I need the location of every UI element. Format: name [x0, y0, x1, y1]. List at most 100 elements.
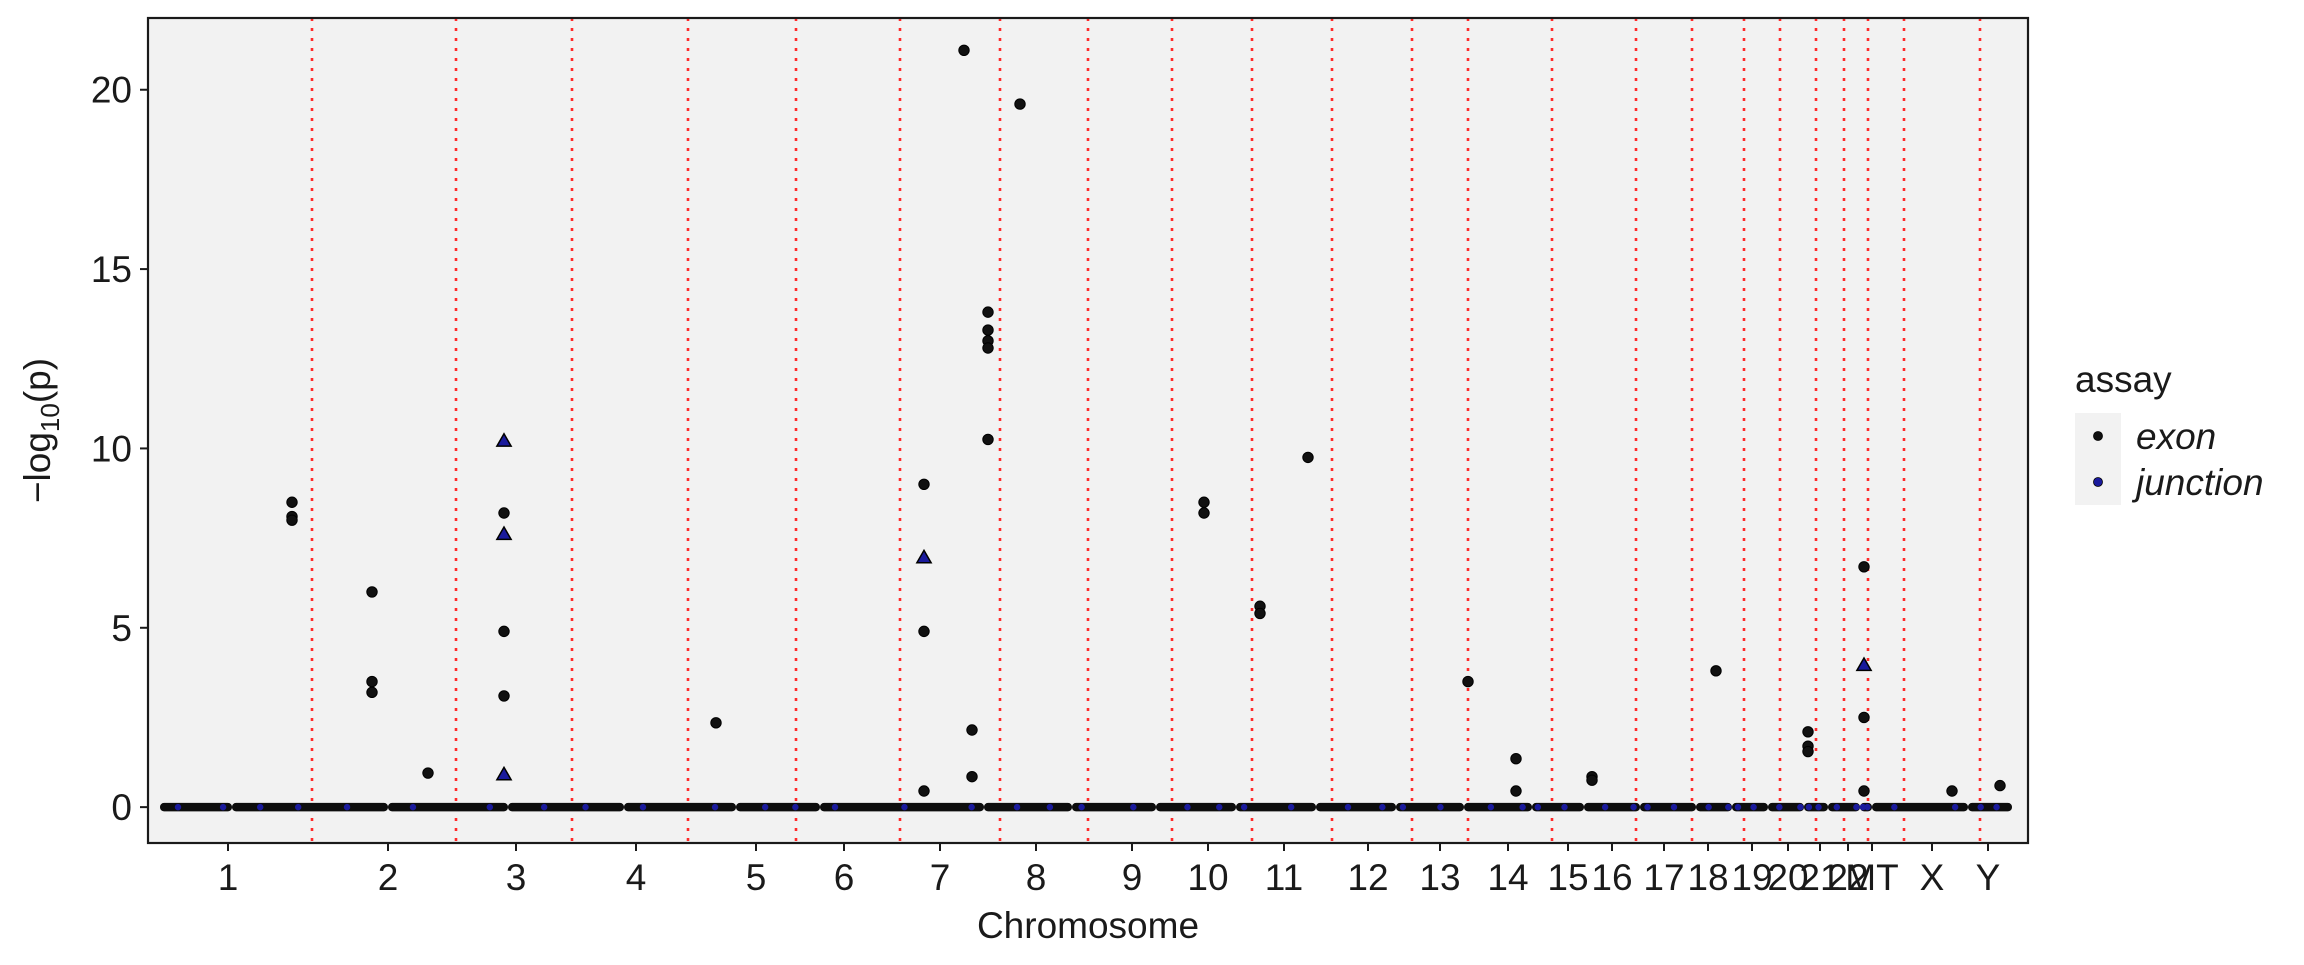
baseline-band-17 [1640, 802, 1696, 812]
y-axis-title-subscript: 10 [35, 403, 65, 432]
baseline-junction-point [409, 803, 417, 811]
baseline-junction-point [1864, 803, 1871, 811]
x-tick-label: 9 [1122, 857, 1143, 898]
baseline-band-Y [1968, 802, 2012, 812]
legend-key-exon [2093, 431, 2103, 441]
exon-point [966, 770, 978, 783]
y-tick-label: 15 [91, 249, 132, 290]
x-tick-label: 2 [378, 857, 399, 898]
baseline-junction-point [1630, 803, 1637, 811]
exon-point [1302, 451, 1314, 464]
baseline-junction-point [1078, 803, 1085, 811]
baseline-junction-point [1399, 803, 1407, 811]
x-tick-label: 7 [930, 857, 951, 898]
x-tick-label: 20 [1767, 857, 1808, 898]
baseline-band-4 [508, 802, 624, 812]
exon-point [1510, 785, 1522, 797]
junction-point [1855, 656, 1873, 672]
data-points [286, 44, 2006, 797]
y-axis-title-suffix: (p) [17, 358, 58, 403]
exon-point [982, 306, 994, 318]
baseline-junction-point [831, 803, 839, 811]
legend-key-junction [2093, 477, 2103, 487]
x-tick-label: 8 [1026, 857, 1047, 898]
baseline-junction-point [1891, 803, 1898, 811]
exon-point [982, 342, 994, 354]
baseline-junction-point [1240, 803, 1248, 811]
baseline-junction-point [1216, 803, 1223, 811]
legend-label-exon: exon [2136, 416, 2216, 457]
baseline-junction-point [1951, 803, 1959, 811]
legend: assay exon junction [2075, 359, 2264, 505]
baseline-junction-point [1487, 803, 1495, 811]
x-tick-label: 18 [1687, 857, 1728, 898]
x-axis-title: Chromosome [977, 905, 1199, 946]
baseline-junction-point [343, 803, 351, 811]
exon-point [366, 586, 378, 598]
panel-border [146, 16, 2030, 845]
x-tick-label: 1 [218, 857, 239, 898]
x-tick-label: 21 [1799, 857, 1840, 898]
x-tick-label: X [1920, 857, 1945, 898]
baseline-band-18 [1696, 802, 1732, 812]
baseline-junction-point [1815, 803, 1822, 811]
baseline-junction-point [1519, 803, 1526, 811]
baseline-junction-point [1644, 803, 1651, 811]
x-tick-label: 3 [506, 857, 527, 898]
baseline-band-3 [388, 802, 508, 812]
y-axis-title: −log10(p) [17, 358, 65, 503]
x-tick-label: Y [1976, 857, 2001, 898]
baseline-junction-point [1977, 803, 1984, 811]
baseline-band-13 [1396, 802, 1464, 812]
exon-point [1510, 753, 1522, 765]
exon-point [958, 44, 970, 56]
x-tick-label: MT [1845, 857, 1898, 898]
baseline-junction-point [294, 803, 302, 811]
y-tick-label: 10 [91, 428, 132, 469]
baseline-band-2 [232, 802, 388, 812]
baseline-junction-point [219, 803, 227, 811]
baseline-junction-point [1797, 803, 1804, 811]
baseline-junction-point [1561, 803, 1568, 811]
baseline-junction-point [1705, 803, 1712, 811]
baseline-band-8 [984, 802, 1072, 812]
baseline-junction-point [792, 803, 799, 811]
exon-point [366, 675, 378, 688]
exon-point [1858, 785, 1870, 797]
x-tick-label: 12 [1347, 857, 1388, 898]
baseline-junction-point [1670, 803, 1678, 811]
baseline-band-14 [1464, 802, 1532, 812]
baseline-junction-point [1534, 803, 1542, 811]
baseline-junction-point [1601, 803, 1609, 811]
baseline-band-5 [624, 802, 736, 812]
baseline-junction-point [639, 803, 647, 811]
baseline-junction-point [1750, 803, 1757, 811]
exon-point [1462, 675, 1474, 688]
exon-point [1802, 745, 1814, 758]
x-tick-label: 10 [1187, 857, 1228, 898]
x-tick-label: 13 [1419, 857, 1460, 898]
junction-point [495, 432, 513, 447]
baseline-points [160, 802, 2012, 812]
baseline-junction-point [1776, 803, 1783, 811]
junction-point [495, 765, 513, 781]
exon-point [918, 478, 930, 491]
baseline-junction-point [174, 803, 182, 811]
x-tick-label: 11 [1265, 857, 1303, 898]
legend-label-junction: junction [2131, 462, 2264, 503]
baseline-junction-point [901, 803, 908, 811]
exon-point [918, 625, 930, 638]
baseline-band-6 [736, 802, 820, 812]
exon-point [498, 507, 510, 519]
exon-point [1198, 507, 1210, 519]
legend-title: assay [2075, 359, 2172, 400]
junction-point [915, 548, 933, 564]
baseline-band-19 [1732, 802, 1768, 812]
exon-point [918, 785, 930, 797]
baseline-band-15 [1532, 802, 1584, 812]
baseline-junction-point [1725, 803, 1732, 811]
baseline-junction-point [761, 803, 769, 811]
